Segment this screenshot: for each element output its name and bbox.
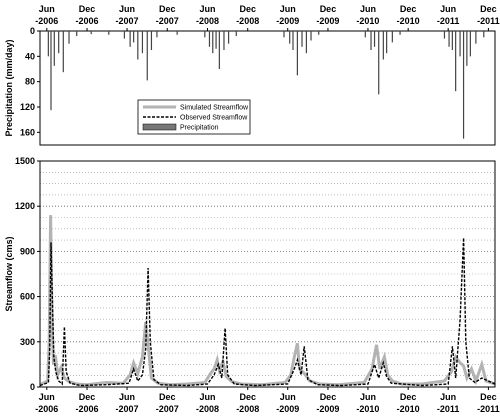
bottom-x-tick-year: -2011 (437, 404, 460, 414)
legend-entry-label: Simulated Streamflow (180, 105, 249, 112)
precip-y-tick-label: 40 (25, 51, 35, 61)
top-x-tick-month: Jun (360, 4, 376, 14)
top-x-tick-year: -2011 (477, 16, 500, 26)
top-x-tick-year: -2006 (76, 16, 99, 26)
top-x-tick-year: -2007 (156, 16, 179, 26)
bottom-x-tick-month: Dec (239, 392, 256, 402)
top-x-tick-year: -2008 (196, 16, 219, 26)
precip-y-axis-label: Precipitation (mm/day) (4, 39, 14, 136)
bottom-x-tick-year: -2010 (356, 404, 379, 414)
bottom-x-tick-year: -2007 (156, 404, 179, 414)
legend: Simulated Streamflow Observed Streamflow P… (137, 99, 251, 135)
top-x-tick-month: Jun (119, 4, 135, 14)
top-x-tick-year: -2010 (397, 16, 420, 26)
bottom-x-tick-month: Jun (39, 392, 55, 402)
precip-y-tick-label: 160 (20, 127, 35, 137)
top-x-tick-year: -2009 (316, 16, 339, 26)
bottom-x-tick-month: Jun (199, 392, 215, 402)
flow-y-axis-label: Streamflow (cms) (4, 236, 14, 311)
bottom-x-tick-year: -2008 (196, 404, 219, 414)
top-x-tick-month: Jun (280, 4, 296, 14)
precip-y-tick-label: 120 (20, 102, 35, 112)
precipitation-panel: 0 40 80 120 160 Precipitation (mm/day) (4, 26, 496, 146)
bottom-x-tick-year: -2006 (76, 404, 99, 414)
top-x-tick-year: -2011 (437, 16, 460, 26)
top-x-tick-month: Dec (79, 4, 96, 14)
observed-streamflow-line (39, 237, 496, 387)
bottom-x-tick-month: Dec (400, 392, 417, 402)
bottom-x-tick-year: -2009 (276, 404, 299, 414)
top-x-tick-year: -2010 (356, 16, 379, 26)
bottom-x-tick-month: Jun (280, 392, 296, 402)
bottom-x-tick-month: Jun (360, 392, 376, 402)
bottom-x-tick-month: Jun (440, 392, 456, 402)
flow-plot-frame (39, 160, 496, 388)
flow-y-tick-label: 1200 (15, 201, 35, 211)
bottom-x-tick-year: -2007 (116, 404, 139, 414)
top-x-tick-year: -2009 (276, 16, 299, 26)
precip-y-tick-label: 80 (25, 77, 35, 87)
bottom-x-tick-year: -2008 (236, 404, 259, 414)
bottom-x-tick-month: Dec (480, 392, 497, 402)
bottom-x-tick-year: -2009 (316, 404, 339, 414)
bottom-x-tick-month: Jun (119, 392, 135, 402)
flow-y-tick-label: 900 (20, 246, 35, 256)
bottom-x-tick-year: -2010 (397, 404, 420, 414)
simulated-streamflow-line (39, 215, 496, 387)
top-x-tick-month: Dec (480, 4, 497, 14)
top-x-tick-labels: Jun -2006 Dec -2006 Jun -2007 Dec -2007 Jun -2008… (35, 4, 500, 31)
top-x-tick-month: Dec (320, 4, 337, 14)
bottom-x-tick-year: -2011 (477, 404, 500, 414)
precip-plot-frame (39, 30, 496, 146)
bottom-x-tick-month: Dec (320, 392, 337, 402)
legend-entry-label: Precipitation (180, 125, 219, 132)
flow-y-tick-label: 1500 (15, 156, 35, 166)
top-x-tick-month: Dec (159, 4, 176, 14)
legend-swatch-precipitation (142, 123, 177, 131)
bottom-x-tick-month: Dec (79, 392, 96, 402)
bottom-x-tick-year: -2006 (35, 404, 58, 414)
flow-y-tick-label: 600 (20, 292, 35, 302)
top-x-tick-month: Jun (39, 4, 55, 14)
top-x-tick-month: Dec (400, 4, 417, 14)
top-x-tick-year: -2006 (35, 16, 58, 26)
legend-entry-label: Observed Streamflow (180, 115, 248, 122)
precip-y-tick-label: 0 (30, 26, 35, 36)
streamflow-panel: 0 300 600 900 1200 1500 Streamflow (cms) (4, 156, 496, 392)
top-x-tick-year: -2008 (236, 16, 259, 26)
top-x-tick-month: Dec (239, 4, 256, 14)
top-x-tick-month: Jun (199, 4, 215, 14)
flow-y-tick-label: 0 (30, 382, 35, 392)
bottom-x-tick-month: Dec (159, 392, 176, 402)
bottom-x-tick-labels: Jun -2006 Dec -2006 Jun -2007 Dec -2007 Jun -2008… (35, 387, 500, 414)
flow-y-tick-label: 300 (20, 337, 35, 347)
top-x-tick-year: -2007 (116, 16, 139, 26)
top-x-tick-month: Jun (440, 4, 456, 14)
